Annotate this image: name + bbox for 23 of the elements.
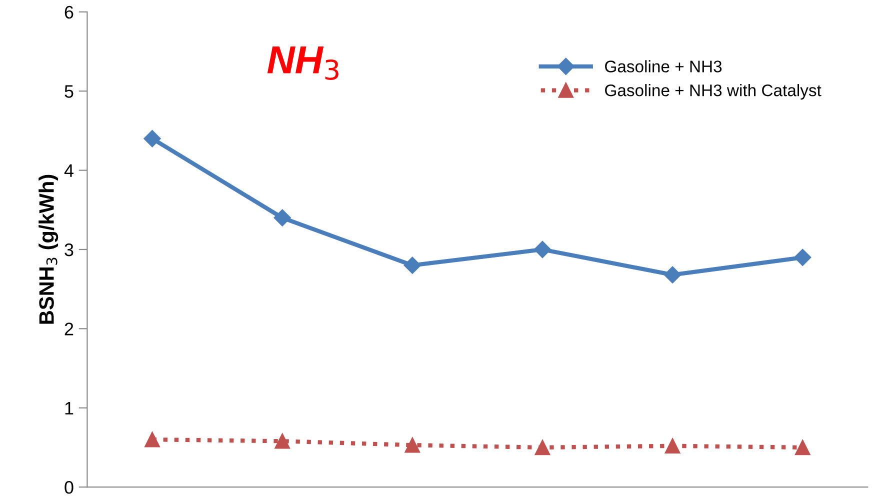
- point: [404, 256, 421, 274]
- point: [274, 434, 290, 449]
- text: NH$_{3}$: [267, 46, 338, 80]
- y-tick-label: 3: [64, 243, 74, 256]
- point: [664, 266, 682, 284]
- y-axis-title: BSNH$_{3}$ (g/kWh): [38, 174, 58, 324]
- legend-label: Gasoline + NH3 with Catalyst: [605, 84, 822, 100]
- point: [144, 130, 161, 148]
- y-tick-label: 2: [64, 322, 74, 336]
- point: [664, 438, 680, 454]
- point: [534, 440, 550, 456]
- y-tick-label: 4: [64, 164, 74, 177]
- point: [794, 440, 810, 456]
- y-tick-label: 6: [64, 6, 74, 19]
- y-tick-label: 5: [64, 85, 74, 98]
- legend-label: Gasoline + NH3: [605, 60, 722, 72]
- point: [404, 437, 420, 453]
- point: [144, 432, 160, 448]
- point: [274, 209, 291, 226]
- point: [534, 240, 552, 258]
- point: [794, 248, 812, 266]
- y-tick-label: 0: [64, 481, 74, 494]
- y-tick-label: 1: [65, 402, 74, 414]
